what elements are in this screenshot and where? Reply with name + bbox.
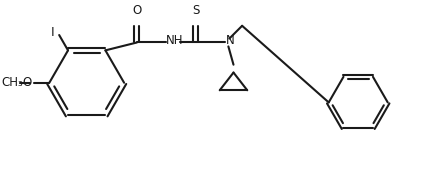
Text: N: N — [226, 34, 235, 47]
Text: CH₃: CH₃ — [1, 76, 23, 89]
Text: I: I — [50, 26, 54, 39]
Text: O: O — [132, 4, 142, 17]
Text: O: O — [22, 76, 31, 89]
Text: S: S — [192, 4, 200, 17]
Text: NH: NH — [165, 34, 183, 47]
